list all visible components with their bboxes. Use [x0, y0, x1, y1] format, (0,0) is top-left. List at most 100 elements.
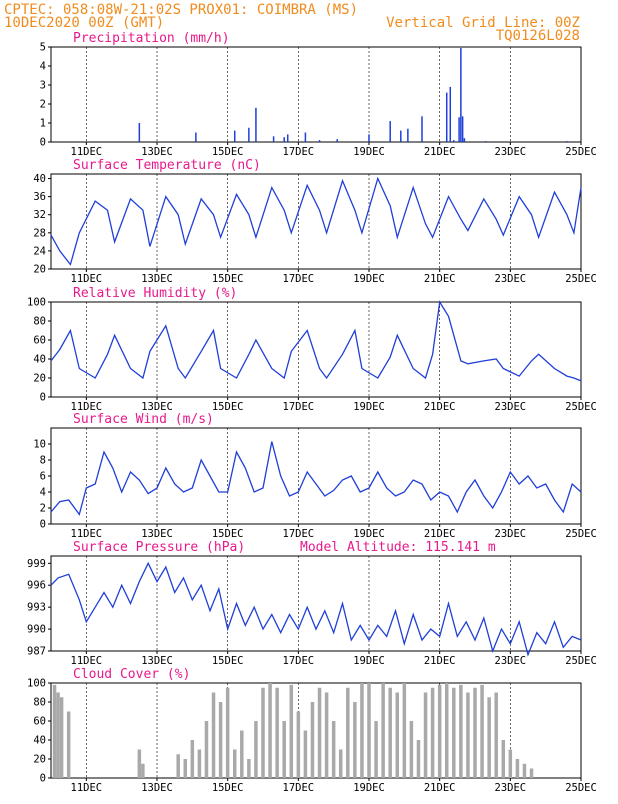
y-tick-label: 10: [33, 439, 46, 451]
bar: [516, 759, 520, 778]
x-tick-label: 13DEC: [141, 655, 173, 667]
y-tick-label: 40: [33, 354, 46, 366]
y-tick-label: 28: [33, 227, 46, 239]
y-tick-label: 990: [27, 624, 46, 636]
bar: [247, 759, 251, 778]
bar: [205, 721, 209, 778]
x-tick-label: 23DEC: [495, 528, 527, 540]
bar: [297, 712, 301, 779]
panel-1: Surface Temperature (nC)20242832364011DE…: [33, 158, 596, 285]
bar: [566, 141, 568, 142]
bar: [400, 131, 402, 142]
y-tick-label: 0: [40, 519, 46, 531]
bar: [212, 693, 216, 779]
x-tick-label: 13DEC: [141, 273, 173, 285]
x-tick-label: 19DEC: [353, 528, 385, 540]
bar: [195, 133, 197, 143]
y-tick-label: 1: [40, 118, 46, 130]
y-tick-label: 36: [33, 191, 46, 203]
x-tick-label: 23DEC: [495, 273, 527, 285]
x-tick-label: 17DEC: [283, 273, 315, 285]
x-tick-label: 11DEC: [71, 782, 103, 794]
bar: [421, 116, 423, 142]
bar: [346, 688, 350, 778]
bar: [459, 685, 463, 778]
bar: [191, 740, 195, 778]
bar: [226, 688, 230, 778]
bar: [453, 140, 455, 142]
bar: [273, 136, 275, 142]
bar: [438, 685, 442, 778]
bar: [485, 141, 487, 142]
y-tick-label: 999: [27, 558, 46, 570]
bar: [233, 750, 237, 779]
x-tick-label: 17DEC: [283, 146, 315, 158]
bar: [410, 721, 414, 778]
panel-4: Surface Pressure (hPa)Model Altitude: 11…: [27, 540, 597, 667]
bar: [67, 712, 71, 779]
bar: [353, 702, 357, 778]
bar: [234, 131, 236, 142]
bar: [466, 693, 470, 779]
x-tick-label: 17DEC: [283, 528, 315, 540]
y-tick-label: 20: [33, 373, 46, 385]
bar: [464, 138, 466, 142]
y-tick-label: 4: [40, 61, 46, 73]
bar: [275, 688, 279, 778]
bar: [509, 750, 513, 779]
x-tick-label: 17DEC: [283, 655, 315, 667]
bar: [184, 759, 188, 778]
panel-frame: [51, 302, 581, 397]
bar: [332, 721, 336, 778]
x-tick-label: 25DEC: [565, 401, 597, 413]
bar: [458, 117, 460, 142]
bar: [450, 87, 452, 142]
bar: [53, 685, 57, 778]
y-tick-label: 20: [33, 264, 46, 276]
x-tick-label: 19DEC: [353, 401, 385, 413]
y-tick-label: 60: [33, 716, 46, 728]
bar: [283, 137, 285, 142]
panel-frame: [51, 683, 581, 778]
x-tick-label: 23DEC: [495, 146, 527, 158]
y-tick-label: 0: [40, 773, 46, 785]
x-tick-label: 17DEC: [283, 401, 315, 413]
x-tick-label: 11DEC: [71, 655, 103, 667]
x-tick-label: 15DEC: [212, 401, 244, 413]
series-line: [51, 442, 581, 515]
bar: [381, 683, 385, 778]
y-tick-label: 4: [40, 487, 46, 499]
x-tick-label: 15DEC: [212, 273, 244, 285]
y-tick-label: 3: [40, 80, 46, 92]
bar: [417, 740, 421, 778]
bar: [462, 116, 464, 142]
x-tick-label: 15DEC: [212, 655, 244, 667]
bar: [138, 750, 142, 779]
bar: [290, 685, 294, 778]
x-tick-label: 23DEC: [495, 655, 527, 667]
bar: [360, 683, 364, 778]
bar: [248, 128, 250, 142]
bar: [219, 702, 223, 778]
x-tick-label: 15DEC: [212, 782, 244, 794]
bar: [389, 121, 391, 142]
x-tick-label: 19DEC: [353, 146, 385, 158]
y-tick-label: 60: [33, 335, 46, 347]
bar: [460, 48, 462, 142]
x-tick-label: 21DEC: [424, 528, 456, 540]
x-tick-label: 15DEC: [212, 146, 244, 158]
header-model-code: TQ0126L028: [496, 28, 580, 44]
series-line: [51, 563, 581, 654]
x-tick-label: 17DEC: [283, 782, 315, 794]
bar: [325, 693, 329, 779]
bar: [452, 688, 456, 778]
bar: [56, 693, 60, 779]
y-tick-label: 100: [27, 678, 46, 690]
bar: [480, 685, 484, 778]
bar: [396, 693, 400, 779]
panel-title: Surface Wind (m/s): [73, 412, 214, 427]
y-tick-label: 2: [40, 99, 46, 111]
